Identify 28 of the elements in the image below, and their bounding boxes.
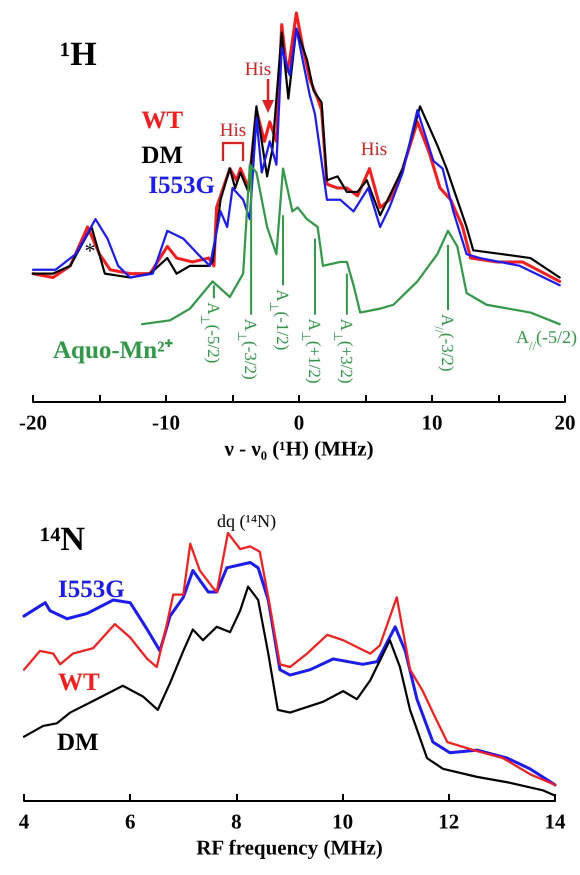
annotation: A$_{//}$(-5/2): [516, 327, 578, 353]
x-tick-label: 8: [231, 810, 242, 834]
text: WT: [141, 107, 184, 134]
x-tick-label: 6: [124, 810, 136, 834]
chart-title: ¹⁴N: [40, 521, 86, 558]
x-tick-label: 12: [438, 810, 460, 834]
text: dq (¹⁴N): [217, 511, 276, 531]
x-tick-label: 10: [422, 410, 442, 434]
x-tick-label: 20: [554, 410, 576, 434]
annotation: His: [360, 139, 388, 160]
x-tick-label: 4: [18, 810, 30, 834]
series-label: I553G: [148, 172, 215, 199]
series-label: WT: [58, 669, 100, 696]
x-tick-label: 0: [294, 410, 304, 434]
annotation: His: [244, 59, 272, 80]
series-label: DM: [57, 729, 99, 756]
series-label: I553G: [58, 576, 125, 603]
x-tick-label: 14: [544, 810, 566, 834]
series-label: Aquo-Mn²⁺: [53, 337, 174, 364]
annotation: *: [84, 238, 96, 263]
x-axis-title: ν - ν₀ (¹H) (MHz): [223, 436, 374, 460]
series-label: DM: [141, 142, 183, 169]
annotation: His: [220, 120, 246, 141]
x-tick-label: 10: [332, 810, 354, 834]
x-axis-title: RF frequency (MHz): [196, 835, 383, 860]
text: ¹H: [60, 36, 97, 73]
x-tick-label: -20: [19, 410, 47, 434]
x-tick-label: -10: [152, 410, 180, 434]
